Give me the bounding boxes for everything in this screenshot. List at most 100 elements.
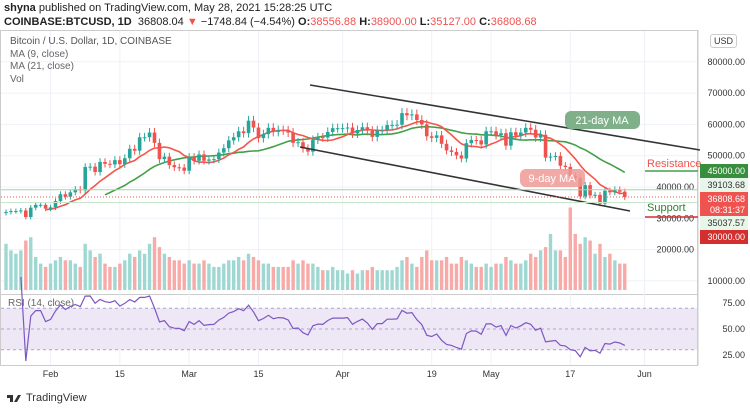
volume-bar bbox=[350, 270, 355, 290]
support-price-tag-bg bbox=[700, 230, 748, 244]
candle-body bbox=[548, 156, 553, 158]
volume-bar bbox=[553, 250, 558, 290]
candle-body bbox=[28, 207, 33, 218]
candle-body bbox=[622, 191, 627, 197]
candle-body bbox=[499, 133, 503, 136]
tradingview-logo[interactable]: TradingView bbox=[6, 392, 87, 404]
volume-bar bbox=[588, 240, 592, 290]
volume-bar bbox=[494, 263, 498, 290]
candle-body bbox=[528, 127, 533, 130]
candle-body bbox=[246, 120, 251, 134]
candle-body bbox=[340, 128, 345, 130]
price-tick-label: 70000.00 bbox=[707, 88, 745, 98]
volume-bar bbox=[548, 233, 553, 290]
currency-button[interactable]: USD bbox=[710, 34, 738, 48]
candle-body bbox=[509, 132, 513, 146]
price-tick-label: 50000.00 bbox=[707, 151, 745, 161]
volume-bar bbox=[618, 263, 622, 290]
candle-body bbox=[410, 114, 414, 116]
candle-body bbox=[514, 132, 518, 136]
volume-bar bbox=[321, 270, 325, 290]
candle-body bbox=[385, 125, 389, 131]
candle-body bbox=[33, 204, 38, 208]
volume-bar bbox=[14, 253, 18, 290]
candle-body bbox=[489, 131, 493, 133]
volume-bar bbox=[524, 260, 528, 290]
candle-body bbox=[355, 130, 360, 134]
candle-body bbox=[192, 156, 196, 161]
candle-body bbox=[256, 127, 261, 139]
volume-bar bbox=[137, 250, 142, 290]
candle-body bbox=[449, 150, 454, 152]
candle-body bbox=[231, 137, 236, 141]
candle-body bbox=[68, 192, 73, 197]
candle-body bbox=[118, 160, 122, 165]
candle-body bbox=[593, 194, 597, 196]
volume-bar bbox=[162, 253, 167, 290]
candle-body bbox=[330, 128, 335, 132]
resistance-price-tag: 45000.00 bbox=[707, 166, 745, 176]
candle-body bbox=[321, 137, 325, 139]
volume-bar bbox=[281, 266, 285, 290]
volume-bar bbox=[306, 263, 310, 290]
candle-body bbox=[147, 132, 152, 138]
candle-body bbox=[226, 140, 231, 149]
volume-bar bbox=[93, 257, 97, 290]
candle-body bbox=[123, 158, 127, 165]
volume-bar bbox=[613, 260, 617, 290]
candle-body bbox=[360, 127, 365, 131]
legend-vol[interactable]: Vol bbox=[10, 73, 24, 85]
volume-bar bbox=[598, 243, 602, 290]
volume-bar bbox=[355, 273, 360, 290]
publisher: shyna bbox=[4, 2, 36, 14]
candle-body bbox=[405, 113, 409, 116]
volume-bar bbox=[118, 263, 122, 290]
candle-body bbox=[43, 204, 48, 209]
level-35037-tag: 35037.57 bbox=[707, 218, 745, 228]
candle-body bbox=[613, 189, 617, 193]
legend-rsi[interactable]: RSI (14, close) bbox=[8, 298, 75, 309]
volume-bar bbox=[533, 257, 538, 290]
candle-body bbox=[291, 132, 295, 143]
price-tick-label: 10000.00 bbox=[707, 276, 745, 286]
date-label: Mar bbox=[181, 369, 197, 379]
volume-bar bbox=[19, 250, 23, 290]
candle-body bbox=[202, 154, 206, 161]
volume-bar bbox=[256, 260, 261, 290]
c-label: C: bbox=[479, 16, 491, 28]
volume-bar bbox=[103, 263, 107, 290]
candle-body bbox=[459, 155, 464, 159]
candle-body bbox=[375, 130, 380, 137]
volume-bar bbox=[345, 273, 350, 290]
volume-bar bbox=[385, 270, 389, 290]
rsi-tick-label: 50.00 bbox=[722, 324, 745, 334]
legend-ma21[interactable]: MA (21, close) bbox=[10, 61, 74, 72]
candle-body bbox=[24, 210, 28, 218]
candle-body bbox=[316, 137, 320, 140]
volume-bar bbox=[123, 260, 127, 290]
candle-body bbox=[83, 166, 87, 191]
date-label: 17 bbox=[565, 369, 575, 379]
down-arrow-icon: ▼ bbox=[186, 16, 198, 28]
candle-body bbox=[187, 156, 191, 171]
candle-body bbox=[415, 114, 419, 121]
resistance-price-tag-bg bbox=[700, 164, 748, 178]
volume-bar bbox=[172, 260, 176, 290]
legend-ma9[interactable]: MA (9, close) bbox=[10, 48, 69, 60]
volume-bar bbox=[578, 243, 582, 290]
candle-body bbox=[424, 124, 429, 137]
candle-body bbox=[325, 131, 330, 138]
candle-body bbox=[578, 177, 582, 197]
candle-body bbox=[212, 159, 216, 161]
volume-bar bbox=[177, 260, 181, 290]
legend-title: Bitcoin / U.S. Dollar, 1D, COINBASE bbox=[10, 36, 172, 47]
volume-bar bbox=[227, 260, 231, 290]
candle-body bbox=[365, 127, 370, 131]
volume-bar bbox=[543, 247, 548, 290]
candle-body bbox=[132, 148, 137, 151]
candle-body bbox=[14, 211, 18, 213]
channel-upper-line bbox=[309, 84, 701, 151]
ma9-annotation-box bbox=[520, 169, 585, 187]
volume-bar bbox=[484, 263, 488, 290]
